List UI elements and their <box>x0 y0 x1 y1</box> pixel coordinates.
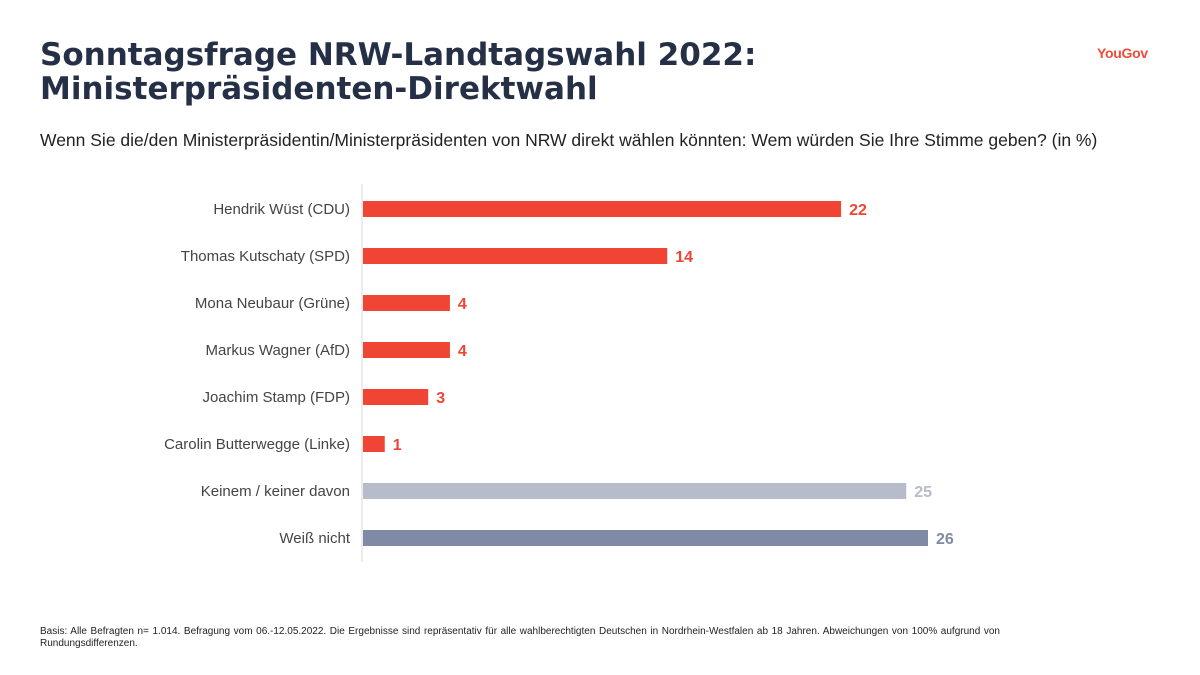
footnote: Basis: Alle Befragten n= 1.014. Befragun… <box>40 626 1000 649</box>
yougov-logo: YouGov <box>1097 45 1148 61</box>
data-label: 4 <box>458 296 467 313</box>
data-label: 3 <box>436 390 445 407</box>
bar-chart: Hendrik Wüst (CDU) 22 Thomas Kutschaty (SP… <box>164 184 954 562</box>
chart-subtitle: Wenn Sie die/den Ministerpräsidentin/Min… <box>40 130 1098 150</box>
bar <box>363 483 907 499</box>
bar <box>363 389 429 405</box>
bar <box>363 295 450 311</box>
category-label: Carolin Butterwegge (Linke) <box>164 436 350 453</box>
category-label: Weiß nicht <box>279 530 350 547</box>
chart-title: Sonntagsfrage NRW-Landtagswahl 2022: Min… <box>40 37 757 107</box>
category-label: Thomas Kutschaty (SPD) <box>181 248 350 265</box>
data-label: 14 <box>675 249 693 266</box>
bar <box>363 201 842 217</box>
category-label: Hendrik Wüst (CDU) <box>213 201 350 218</box>
data-label: 25 <box>914 484 932 501</box>
data-label: 26 <box>936 531 954 548</box>
data-label: 1 <box>393 437 402 454</box>
category-label: Keinem / keiner davon <box>201 483 350 500</box>
category-label: Markus Wagner (AfD) <box>206 342 350 359</box>
bar <box>363 248 668 264</box>
category-label: Mona Neubaur (Grüne) <box>195 295 350 312</box>
data-label: 22 <box>849 202 867 219</box>
bar <box>363 530 928 546</box>
category-label: Joachim Stamp (FDP) <box>202 389 350 406</box>
data-label: 4 <box>458 343 467 360</box>
bar <box>363 342 450 358</box>
bar <box>363 436 385 452</box>
